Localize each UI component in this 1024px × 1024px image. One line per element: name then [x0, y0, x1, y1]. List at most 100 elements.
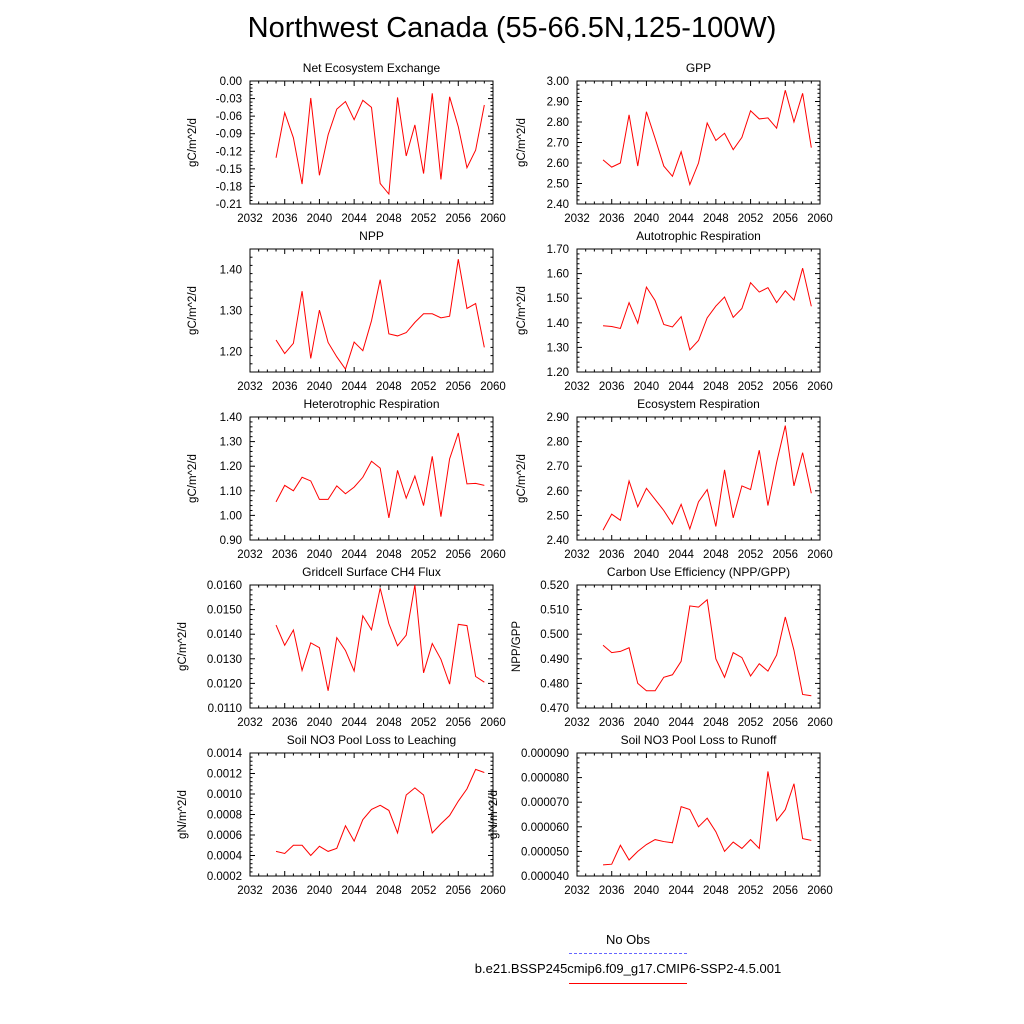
x-tick-label: 2052 [411, 885, 437, 897]
x-tick-label: 2044 [668, 381, 694, 393]
x-tick-label: 2048 [376, 213, 402, 225]
x-tick-label: 2060 [480, 885, 506, 897]
x-tick-label: 2032 [564, 381, 590, 393]
x-tick-label: 2056 [445, 717, 471, 729]
x-tick-label: 2044 [668, 549, 694, 561]
series-line [275, 432, 485, 518]
y-tick-label: 1.40 [220, 412, 242, 424]
y-tick-label: 0.500 [540, 629, 569, 641]
panel-2: 2032 2036 2040 2044 2048 2052 2056 2060 3.00 2.90… [516, 61, 833, 225]
x-tick-label: 2032 [237, 717, 263, 729]
panel-9: 2032 2036 2040 2044 2048 2052 2056 2060 0.0014 0.… [177, 733, 506, 897]
panel-title: Soil NO3 Pool Loss to Leaching [287, 733, 456, 747]
y-tick-label: 0.90 [220, 535, 242, 547]
x-tick-label: 2044 [341, 381, 367, 393]
y-tick-label: 0.00 [220, 76, 242, 88]
y-tick-label: 0.0004 [207, 851, 243, 863]
x-tick-label: 2036 [599, 213, 625, 225]
x-tick-label: 2040 [307, 549, 333, 561]
y-tick-label: -0.12 [216, 146, 242, 158]
panel-3: 2032 2036 2040 2044 2048 2052 2056 2060 1.40 1.30… [187, 229, 506, 393]
y-tick-label: -0.15 [216, 164, 242, 176]
x-tick-label: 2060 [480, 381, 506, 393]
x-tick-label: 2044 [341, 717, 367, 729]
series-line [602, 425, 812, 531]
x-tick-label: 2032 [564, 717, 590, 729]
y-tick-label: 1.40 [220, 265, 242, 277]
y-axis-label: gC/m^2/d [187, 286, 199, 335]
y-tick-label: 0.0120 [207, 678, 242, 690]
panel-1: 2032 2036 2040 2044 2048 2052 2056 2060 0.00 -0.0… [187, 61, 506, 225]
x-tick-label: 2040 [634, 213, 660, 225]
x-tick-label: 2060 [807, 885, 833, 897]
x-tick-label: 2048 [703, 381, 729, 393]
series-line [275, 768, 485, 857]
y-tick-label: 2.90 [547, 97, 569, 109]
x-tick-label: 2036 [272, 549, 298, 561]
x-tick-label: 2044 [341, 549, 367, 561]
x-tick-label: 2040 [634, 885, 660, 897]
y-tick-label: 2.40 [547, 535, 569, 547]
x-tick-label: 2052 [411, 381, 437, 393]
panel-title: Carbon Use Efficiency (NPP/GPP) [607, 565, 790, 579]
y-tick-label: 0.0014 [207, 748, 243, 760]
y-tick-label: 3.00 [547, 76, 569, 88]
y-tick-label: 0.490 [540, 654, 569, 666]
x-tick-label: 2052 [411, 717, 437, 729]
series-line [602, 771, 812, 866]
plot-frame [249, 416, 494, 541]
panel-8: 2032 2036 2040 2044 2048 2052 2056 2060 0.520 0.5… [511, 565, 833, 729]
y-tick-label: 2.80 [547, 117, 569, 129]
x-tick-label: 2048 [376, 717, 402, 729]
y-tick-label: 2.80 [547, 437, 569, 449]
x-tick-label: 2044 [668, 885, 694, 897]
legend-line-no-obs [569, 953, 687, 954]
x-tick-label: 2040 [634, 381, 660, 393]
x-tick-label: 2048 [703, 213, 729, 225]
x-tick-label: 2036 [599, 717, 625, 729]
y-axis-label: NPP/GPP [511, 621, 523, 672]
x-tick-label: 2048 [703, 717, 729, 729]
legend-label-model: b.e21.BSSP245cmip6.f09_g17.CMIP6-SSP2-4.… [474, 961, 782, 976]
y-tick-label: 0.000040 [521, 871, 569, 883]
panel-title: Gridcell Surface CH4 Flux [302, 565, 441, 579]
x-tick-label: 2056 [772, 549, 798, 561]
series-line [275, 93, 485, 196]
x-tick-label: 2056 [445, 549, 471, 561]
y-tick-label: 0.0150 [207, 605, 242, 617]
x-tick-label: 2044 [341, 213, 367, 225]
x-tick-label: 2052 [738, 213, 764, 225]
x-tick-label: 2044 [668, 717, 694, 729]
y-tick-label: 0.0006 [207, 830, 242, 842]
x-tick-label: 2032 [237, 381, 263, 393]
y-axis-label: gC/m^2/d [516, 118, 528, 167]
x-tick-label: 2032 [237, 885, 263, 897]
y-tick-label: 0.470 [540, 703, 569, 715]
x-tick-label: 2060 [480, 549, 506, 561]
y-tick-label: 2.60 [547, 486, 569, 498]
y-axis-label: gC/m^2/d [187, 118, 199, 167]
x-tick-label: 2060 [480, 717, 506, 729]
y-tick-label: 0.0160 [207, 580, 242, 592]
y-tick-label: 1.20 [220, 461, 242, 473]
x-tick-label: 2040 [307, 213, 333, 225]
x-tick-label: 2048 [703, 885, 729, 897]
y-tick-label: 1.60 [547, 269, 569, 281]
y-tick-label: 0.0130 [207, 654, 242, 666]
panel-title: Net Ecosystem Exchange [303, 61, 441, 75]
panel-title: Ecosystem Respiration [637, 397, 760, 411]
y-tick-label: 0.0140 [207, 629, 242, 641]
panel-4: 2032 2036 2040 2044 2048 2052 2056 2060 1.70 1.60… [516, 229, 833, 393]
y-tick-label: 0.0012 [207, 769, 242, 781]
x-tick-label: 2032 [564, 885, 590, 897]
y-tick-label: -0.03 [216, 94, 242, 106]
x-tick-label: 2056 [445, 381, 471, 393]
y-tick-label: 2.70 [547, 461, 569, 473]
y-axis-label: gC/m^2/d [177, 622, 189, 671]
x-tick-label: 2036 [599, 885, 625, 897]
x-tick-label: 2040 [307, 717, 333, 729]
x-tick-label: 2032 [564, 549, 590, 561]
y-tick-label: 1.50 [547, 293, 569, 305]
y-axis-label: gC/m^2/d [516, 454, 528, 503]
